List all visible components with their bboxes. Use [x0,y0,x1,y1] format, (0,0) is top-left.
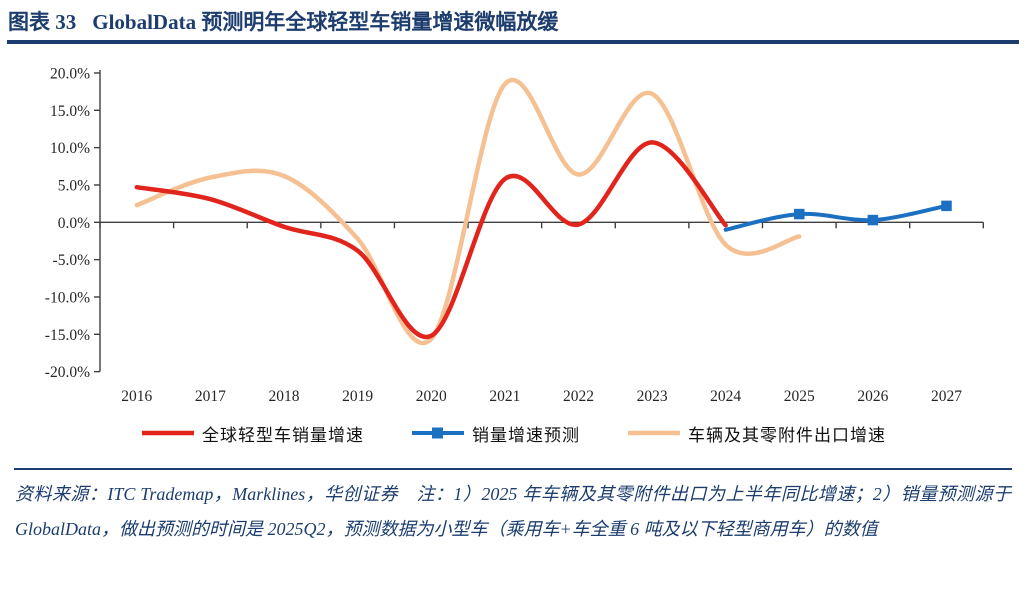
y-axis-label: 20.0% [50,66,90,83]
x-axis-label: 2017 [195,388,226,405]
chart-legend: 全球轻型车销量增速 销量增速预测 车辆及其零附件出口增速 [0,411,1026,455]
line-chart: 20.0% 15.0% 10.0% 5.0% 0.0% -5.0% -10.0% -15.0%… [45,66,984,405]
x-axis-label: 2025 [784,388,815,405]
legend-item-actual: 全球轻型车销量增速 [140,421,364,446]
forecast-marker [794,209,805,220]
x-axis-label: 2019 [342,388,373,405]
x-axis-label: 2024 [710,388,741,405]
source-divider [14,468,1012,471]
title-underline [7,40,1019,45]
legend-line-actual-icon [142,431,194,436]
x-axis-label: 2020 [416,388,447,405]
figure-number: 图表 33 [8,10,77,34]
forecast-marker [941,200,952,212]
series-exports-path [134,78,802,346]
x-axis-label: 2021 [489,388,520,405]
series-forecast-path [723,204,949,233]
x-axis-label: 2022 [563,388,594,405]
forecast-marker [867,215,879,226]
figure-title: GlobalData 预测明年全球轻型车销量增速微幅放缓 [92,10,559,34]
legend-item-exports: 车辆及其零附件出口增速 [626,421,886,446]
y-axis-label: -10.0% [45,290,90,307]
y-axis-label: 0.0% [58,215,90,232]
x-axis-label: 2018 [269,388,300,405]
source-note: 资料来源：ITC Trademap，Marklines，华创证券 注：1）202… [15,484,1011,540]
x-axis-label: 2023 [637,388,668,405]
x-axis-label: 2027 [931,388,962,405]
legend-line-exports-icon [628,431,680,436]
legend-line-forecast-icon [412,427,464,439]
y-axis-label: 15.0% [50,103,90,120]
y-axis-label: -5.0% [53,252,91,269]
legend-label-forecast: 销量增速预测 [472,425,580,445]
x-axis-label: 2016 [121,388,152,405]
legend-label-actual: 全球轻型车销量增速 [202,425,364,445]
series-actual-path [134,140,728,340]
y-axis-label: -15.0% [45,327,90,344]
y-axis-label: 5.0% [58,178,90,195]
x-axis-label: 2026 [857,388,888,405]
legend-item-forecast: 销量增速预测 [410,421,580,446]
legend-label-exports: 车辆及其零附件出口增速 [688,425,886,445]
figure-header: 图表 33 GlobalData 预测明年全球轻型车销量增速微幅放缓 [0,0,1026,38]
y-axis-label: -20.0% [45,364,90,381]
y-axis-label: 10.0% [50,140,90,157]
